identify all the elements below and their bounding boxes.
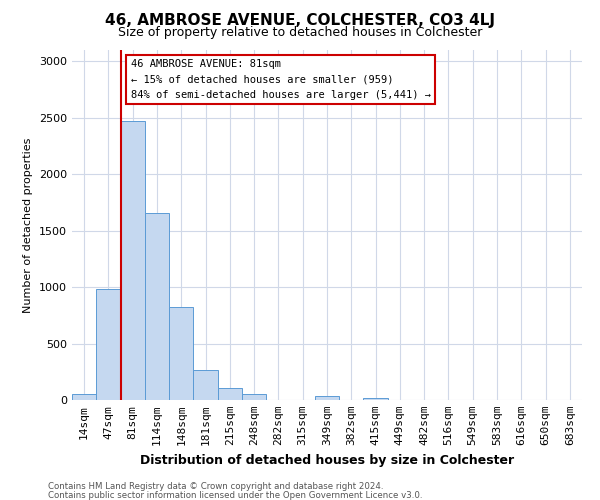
Bar <box>121 121 145 400</box>
Text: 46 AMBROSE AVENUE: 81sqm
← 15% of detached houses are smaller (959)
84% of semi-: 46 AMBROSE AVENUE: 81sqm ← 15% of detach… <box>131 58 431 100</box>
Bar <box>218 388 242 400</box>
X-axis label: Distribution of detached houses by size in Colchester: Distribution of detached houses by size … <box>140 454 514 466</box>
Bar <box>242 394 266 400</box>
Bar <box>193 370 218 400</box>
Y-axis label: Number of detached properties: Number of detached properties <box>23 138 34 312</box>
Bar <box>145 212 169 400</box>
Text: Contains HM Land Registry data © Crown copyright and database right 2024.: Contains HM Land Registry data © Crown c… <box>48 482 383 491</box>
Bar <box>72 394 96 400</box>
Bar <box>96 290 121 400</box>
Text: Size of property relative to detached houses in Colchester: Size of property relative to detached ho… <box>118 26 482 39</box>
Bar <box>315 396 339 400</box>
Text: 46, AMBROSE AVENUE, COLCHESTER, CO3 4LJ: 46, AMBROSE AVENUE, COLCHESTER, CO3 4LJ <box>105 12 495 28</box>
Text: Contains public sector information licensed under the Open Government Licence v3: Contains public sector information licen… <box>48 491 422 500</box>
Bar <box>364 398 388 400</box>
Bar <box>169 308 193 400</box>
